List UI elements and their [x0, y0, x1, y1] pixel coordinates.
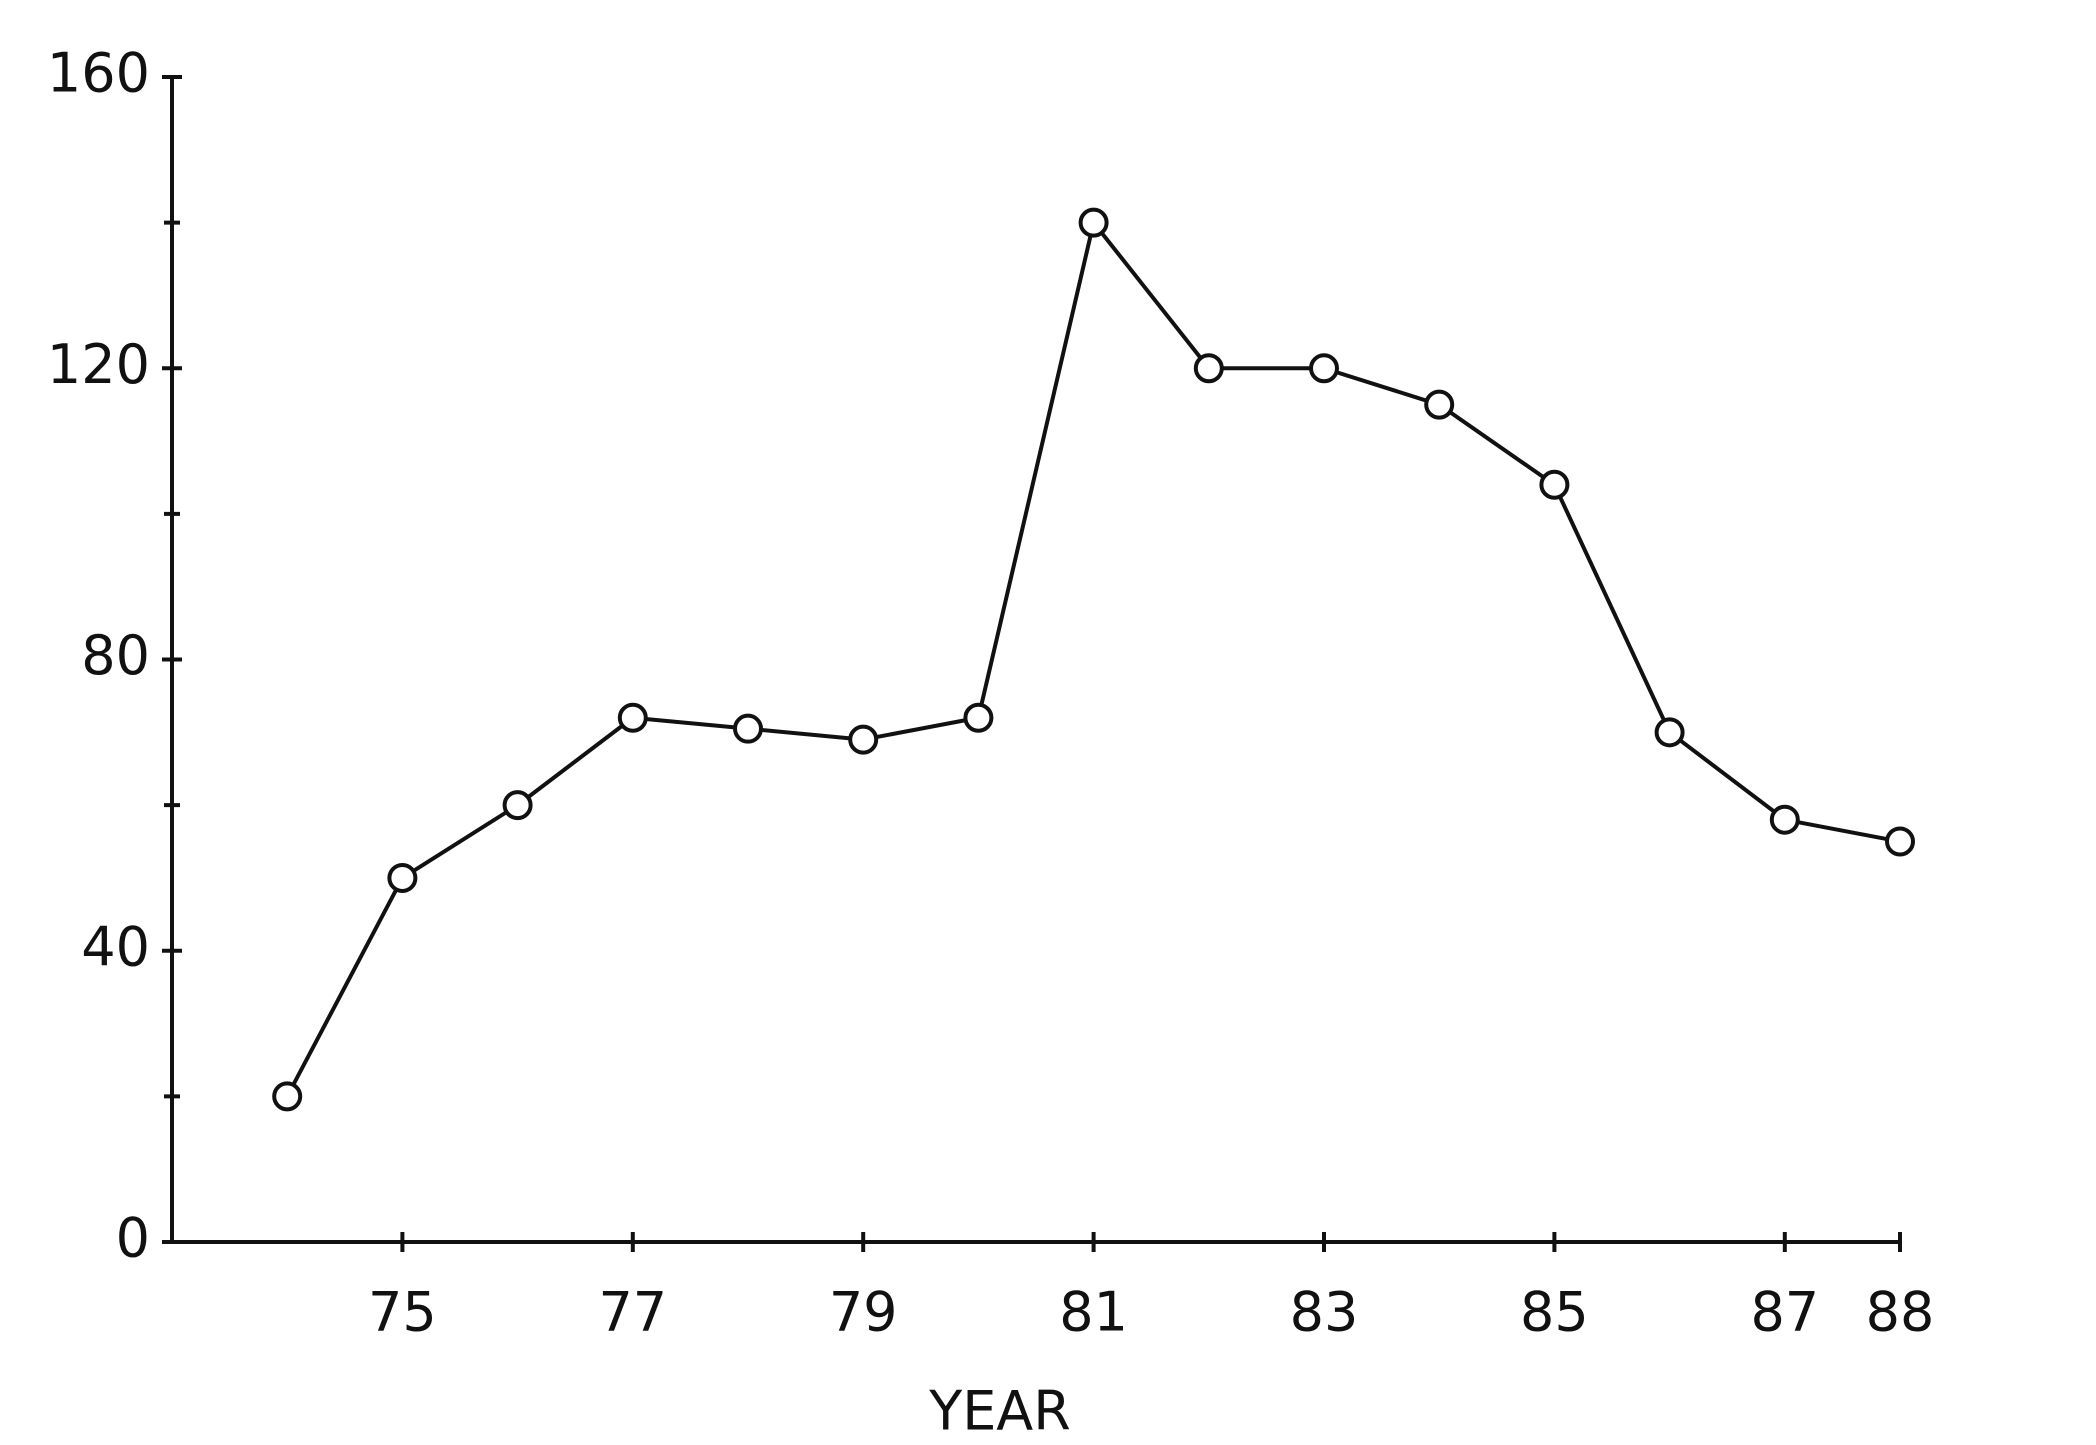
x-tick-label: 88 — [1866, 1281, 1935, 1344]
data-point — [1769, 804, 1800, 835]
y-tick-label: 40 — [81, 915, 150, 978]
data-point — [1885, 826, 1915, 857]
x-tick-label: 83 — [1290, 1281, 1359, 1344]
data-point — [1539, 469, 1570, 500]
data-point — [733, 713, 763, 744]
data-point — [387, 862, 418, 893]
data-point — [1309, 353, 1339, 384]
x-tick-label: 81 — [1059, 1281, 1128, 1344]
y-tick-label: 160 — [47, 42, 150, 105]
x-axis-label: YEAR — [928, 1380, 1071, 1443]
y-tick-label: 80 — [81, 624, 150, 687]
data-point — [848, 724, 879, 755]
data-point — [1193, 353, 1224, 384]
x-tick-label: 77 — [598, 1281, 667, 1344]
x-tick-label: 75 — [368, 1281, 437, 1344]
data-point — [963, 702, 994, 733]
data-point — [272, 1081, 303, 1112]
series-line — [285, 220, 1901, 1098]
x-tick-label: 79 — [829, 1281, 898, 1344]
y-tick-label: 120 — [47, 333, 150, 396]
data-point — [1424, 389, 1455, 420]
data-point — [617, 702, 648, 733]
data-point — [1654, 717, 1685, 748]
data-point — [502, 790, 533, 821]
data-point — [1078, 207, 1109, 238]
x-tick-label: 87 — [1750, 1281, 1819, 1344]
y-tick-label: 0 — [116, 1207, 150, 1270]
x-tick-label: 85 — [1520, 1281, 1589, 1344]
